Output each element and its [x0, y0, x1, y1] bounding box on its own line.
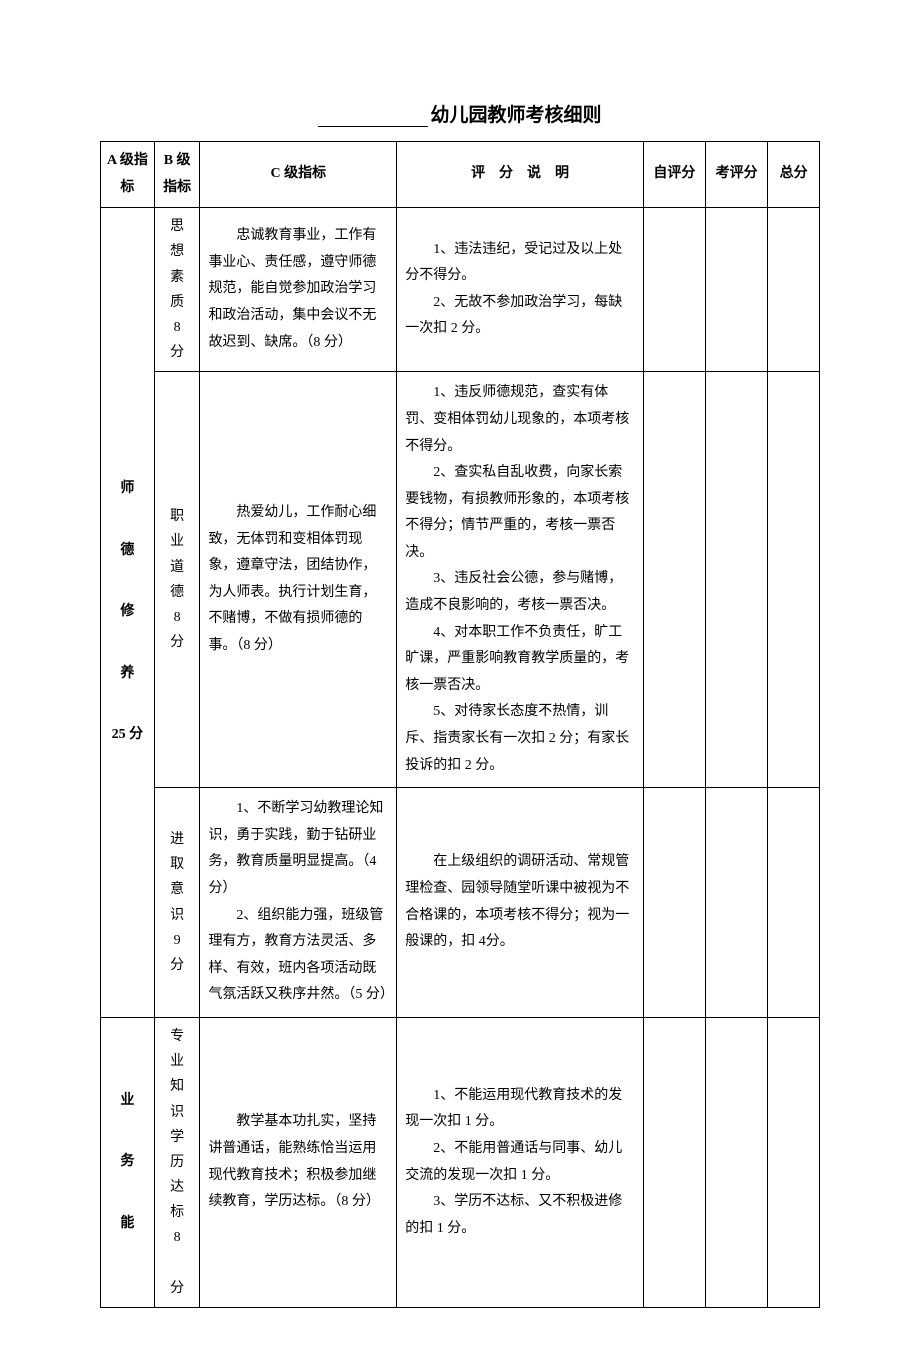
total-score-cell[interactable] [768, 208, 820, 372]
self-score-cell[interactable] [643, 372, 705, 788]
total-score-cell[interactable] [768, 788, 820, 1018]
page-title: 幼儿园教师考核细则 [100, 100, 820, 127]
header-e: 自评分 [643, 142, 705, 208]
a-level-cell: 业 务 能 [101, 1017, 155, 1307]
total-score-cell[interactable] [768, 372, 820, 788]
c-level-cell: 1、不断学习幼教理论知识，勇于实践，勤于钻研业务，教育质量明显提高。（4 分） … [200, 788, 397, 1018]
criteria-cell: 1、不能运用现代教育技术的发现一次扣 1 分。 2、不能用普通话与同事、幼儿交流… [397, 1017, 644, 1307]
title-text: 幼儿园教师考核细则 [430, 105, 601, 126]
assessment-table: A 级指标 B 级指标 C 级指标 评 分 说 明 自评分 考评分 总分 师 德… [100, 141, 820, 1308]
criteria-cell: 1、违法违纪，受记过及以上处分不得分。 2、无故不参加政治学习，每缺一次扣 2 … [397, 208, 644, 372]
table-row: 职业道德8分 热爱幼儿，工作耐心细致，无体罚和变相体罚现象，遵章守法，团结协作，… [101, 372, 820, 788]
eval-score-cell[interactable] [706, 208, 768, 372]
a-level-cell: 师 德 修 养 25 分 [101, 208, 155, 1018]
self-score-cell[interactable] [643, 788, 705, 1018]
b-level-cell: 思想素质8分 [154, 208, 200, 372]
table-row: 业 务 能 专业知识学历达标8 分 教学基本功扎实，坚持讲普通话，能熟练恰当运用… [101, 1017, 820, 1307]
b-level-cell: 职业道德8分 [154, 372, 200, 788]
header-a: A 级指标 [101, 142, 155, 208]
c-level-cell: 教学基本功扎实，坚持讲普通话，能熟练恰当运用现代教育技术；积极参加继续教育，学历… [200, 1017, 397, 1307]
header-b: B 级指标 [154, 142, 200, 208]
table-row: 进取意识9分 1、不断学习幼教理论知识，勇于实践，勤于钻研业务，教育质量明显提高… [101, 788, 820, 1018]
criteria-cell: 1、违反师德规范，查实有体罚、变相体罚幼儿现象的，本项考核不得分。 2、查实私自… [397, 372, 644, 788]
c-level-cell: 热爱幼儿，工作耐心细致，无体罚和变相体罚现象，遵章守法，团结协作，为人师表。执行… [200, 372, 397, 788]
eval-score-cell[interactable] [706, 788, 768, 1018]
eval-score-cell[interactable] [706, 372, 768, 788]
b-level-cell: 进取意识9分 [154, 788, 200, 1018]
self-score-cell[interactable] [643, 1017, 705, 1307]
header-c: C 级指标 [200, 142, 397, 208]
header-g: 总分 [768, 142, 820, 208]
title-blank-line [318, 108, 428, 127]
total-score-cell[interactable] [768, 1017, 820, 1307]
table-header-row: A 级指标 B 级指标 C 级指标 评 分 说 明 自评分 考评分 总分 [101, 142, 820, 208]
header-f: 考评分 [706, 142, 768, 208]
b-level-cell: 专业知识学历达标8 分 [154, 1017, 200, 1307]
table-row: 师 德 修 养 25 分 思想素质8分 忠诚教育事业，工作有事业心、责任感，遵守… [101, 208, 820, 372]
header-d: 评 分 说 明 [397, 142, 644, 208]
eval-score-cell[interactable] [706, 1017, 768, 1307]
self-score-cell[interactable] [643, 208, 705, 372]
c-level-cell: 忠诚教育事业，工作有事业心、责任感，遵守师德规范，能自觉参加政治学习和政治活动，… [200, 208, 397, 372]
criteria-cell: 在上级组织的调研活动、常规管理检查、园领导随堂听课中被视为不合格课的，本项考核不… [397, 788, 644, 1018]
